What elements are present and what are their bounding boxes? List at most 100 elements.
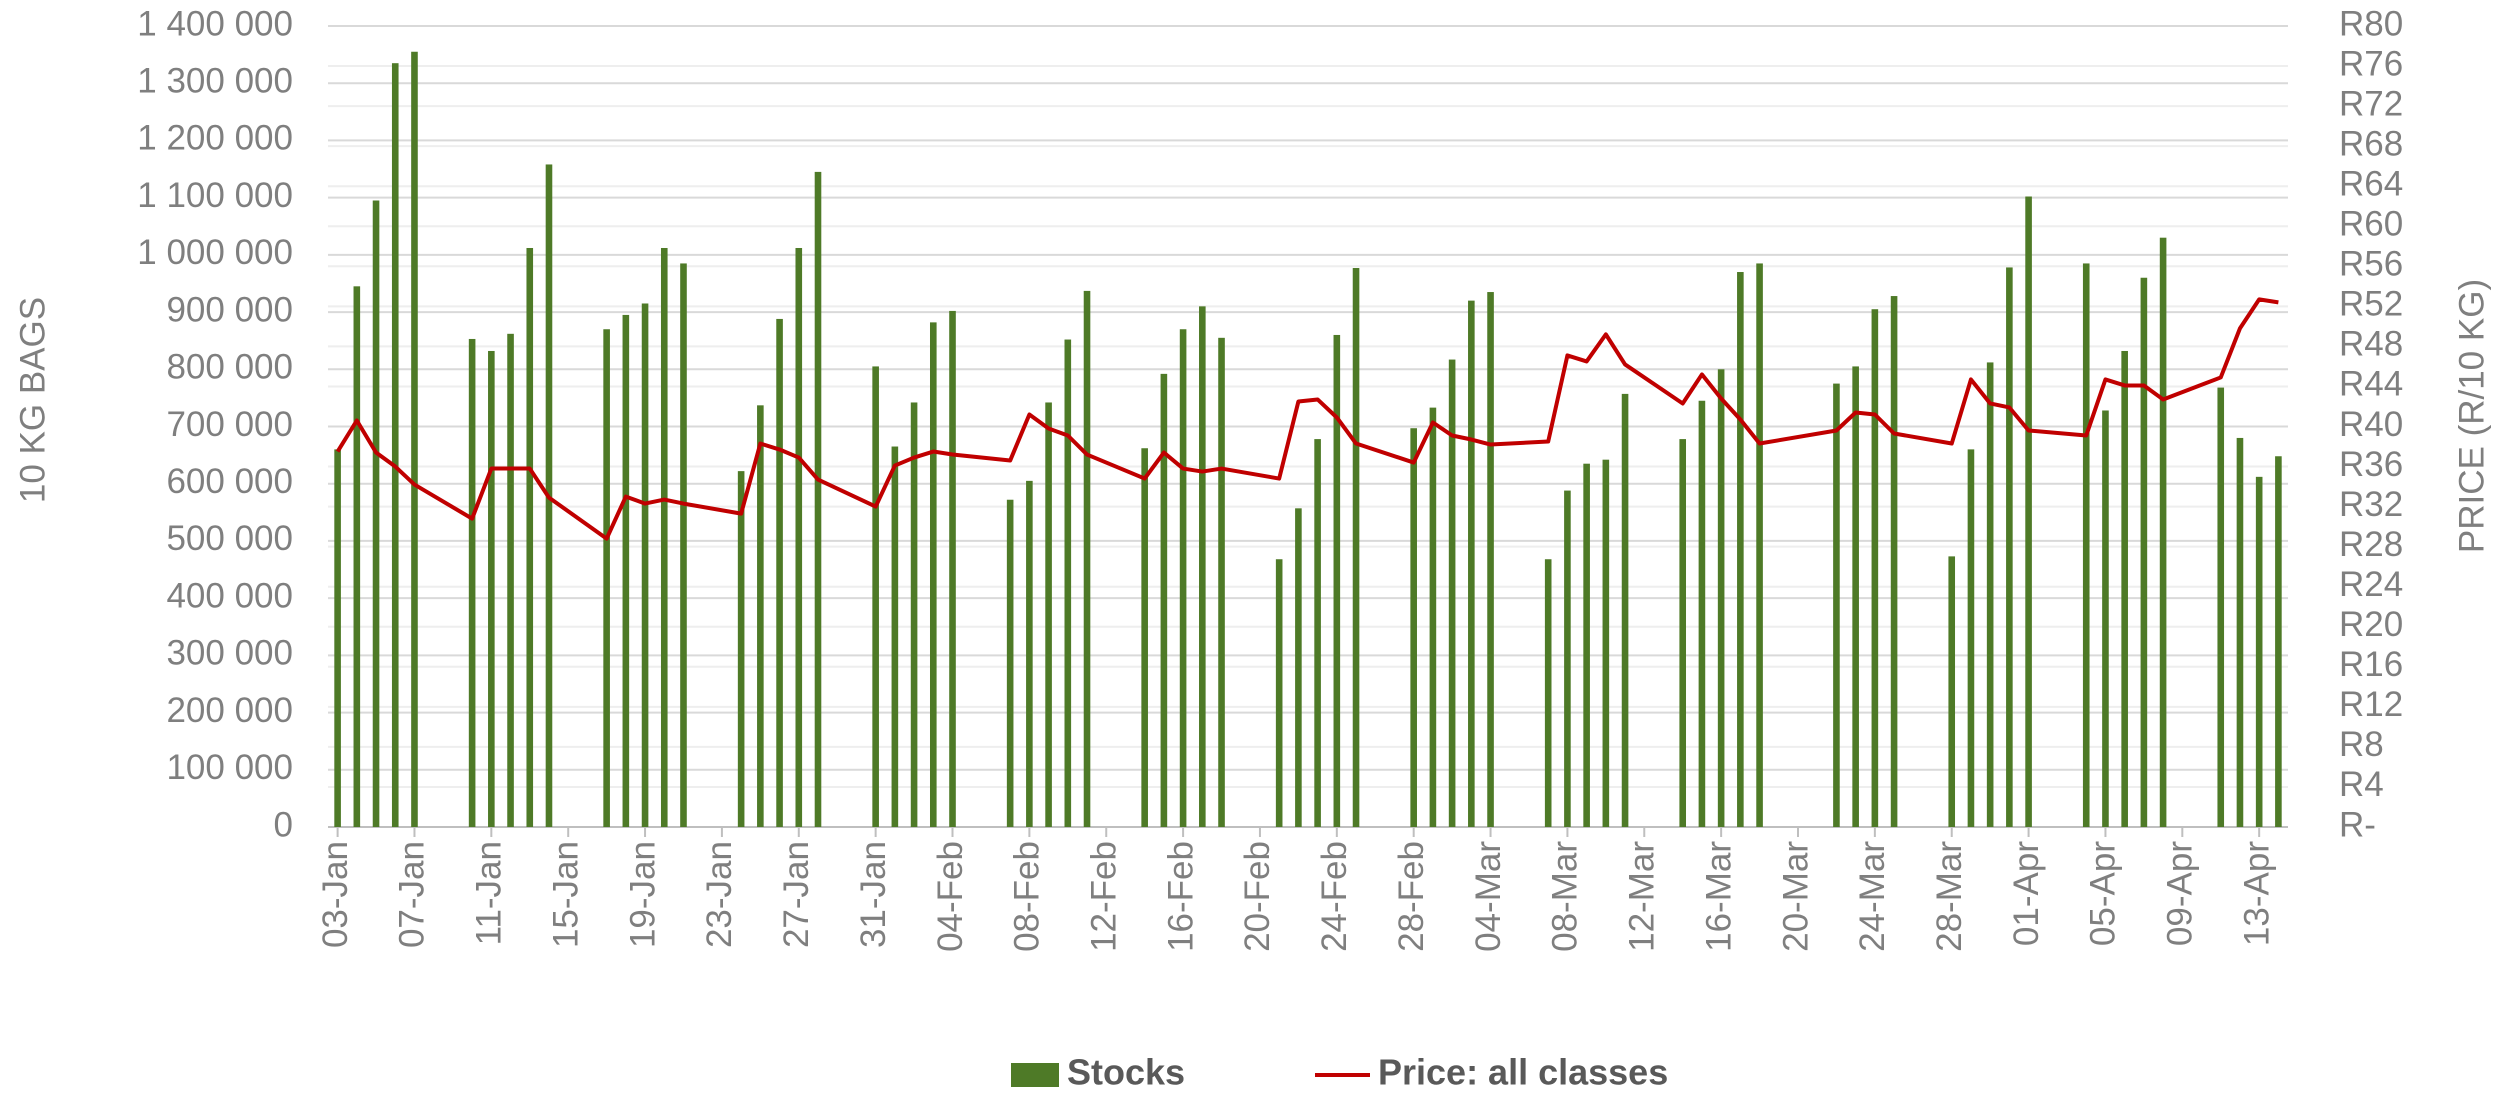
bar (910, 402, 918, 827)
bar (2217, 387, 2225, 827)
x-tick-label: 04-Feb (931, 841, 970, 952)
y-tick-label: 1 400 000 (137, 4, 293, 43)
y2-tick-label: R48 (2339, 325, 2403, 364)
bar (1218, 337, 1225, 827)
bar (1448, 359, 1456, 827)
bar (2140, 277, 2148, 827)
x-tick-label: 23-Jan (700, 841, 739, 948)
bar (1199, 306, 1206, 828)
y2-tick-label: R8 (2339, 725, 2384, 764)
x-tick-label: 16-Mar (1699, 841, 1738, 952)
bar (1698, 400, 1706, 827)
bar (1333, 334, 1341, 827)
x-tick-label: 24-Feb (1315, 841, 1354, 952)
x-tick-label: 19-Jan (623, 841, 662, 948)
bar (929, 322, 937, 827)
bar (1295, 508, 1302, 827)
bar (1160, 373, 1168, 827)
legend-label: Stocks (1067, 1052, 1185, 1093)
x-tick-label: 27-Jan (777, 841, 816, 948)
y2-tick-label: R32 (2339, 485, 2403, 524)
x-tick-label: 28-Feb (1392, 841, 1431, 952)
y2-tick-label: R16 (2339, 645, 2403, 684)
bar (1621, 393, 1629, 827)
y2-tick-label: R20 (2339, 605, 2403, 644)
bar (1756, 263, 1763, 827)
legend-label: Price: all classes (1378, 1052, 1668, 1093)
bar (1179, 329, 1187, 827)
bar (507, 333, 514, 827)
bar (1602, 459, 1610, 827)
bar (1410, 428, 1417, 827)
bar (1737, 272, 1744, 827)
bar (468, 338, 476, 827)
bar (1429, 407, 1437, 827)
bar (1564, 490, 1571, 827)
y-axis-title: 10 KG BAGS (13, 297, 52, 503)
x-tick-label: 28-Mar (1930, 841, 1969, 952)
y2-tick-label: R44 (2339, 365, 2403, 404)
x-tick-label: 08-Mar (1546, 841, 1585, 952)
price-line (335, 297, 2279, 541)
y2-axis-title: PRICE (R/10 KG) (2452, 279, 2491, 553)
y2-tick-label: R64 (2339, 164, 2403, 203)
y-tick-label: 800 000 (166, 348, 293, 387)
bar (622, 314, 630, 827)
y-tick-label: 700 000 (166, 405, 293, 444)
bar (1583, 463, 1590, 827)
bar (334, 449, 341, 827)
y2-tick-label: R52 (2339, 285, 2403, 324)
bar (1544, 559, 1552, 827)
x-tick-label: 13-Apr (2237, 841, 2276, 946)
bar (1852, 366, 1859, 827)
x-tick-label: 31-Jan (854, 841, 893, 948)
bar (1026, 480, 1033, 827)
bar (2236, 437, 2244, 827)
bar (391, 63, 399, 828)
bar (2255, 476, 2263, 827)
bar (1083, 290, 1091, 828)
x-tick-label: 01-Apr (2007, 841, 2046, 946)
bar (757, 405, 764, 827)
y-tick-label: 1 200 000 (137, 119, 293, 158)
bar (1352, 268, 1360, 827)
bar (1314, 439, 1321, 827)
y2-tick-label: R- (2339, 805, 2376, 844)
y-tick-label: 0 (274, 805, 293, 844)
bar (353, 286, 361, 827)
bar (1045, 402, 1052, 827)
bar (1967, 449, 1975, 827)
x-tick-label: 24-Mar (1853, 841, 1892, 952)
bar (776, 318, 783, 827)
bar (1986, 362, 1994, 827)
bar (1006, 499, 1014, 827)
bar (2025, 196, 2032, 828)
y-tick-label: 600 000 (166, 462, 293, 501)
bar (660, 247, 668, 827)
x-tick-label: 12-Mar (1623, 841, 1662, 952)
bar (680, 263, 687, 827)
y2-tick-label: R28 (2339, 525, 2403, 564)
bar (411, 51, 418, 827)
bar (641, 303, 649, 828)
y2-tick-label: R24 (2339, 565, 2403, 604)
bar (1487, 292, 1494, 828)
y-tick-label: 400 000 (166, 576, 293, 615)
x-tick-label: 09-Apr (2161, 841, 2200, 946)
y2-tick-label: R76 (2339, 44, 2403, 83)
y2-tick-label: R80 (2339, 4, 2403, 43)
y2-tick-label: R56 (2339, 245, 2403, 284)
y2-tick-label: R36 (2339, 445, 2403, 484)
bar (795, 247, 803, 827)
bar (1141, 448, 1148, 827)
x-tick-label: 11-Jan (470, 841, 509, 945)
bar (1064, 339, 1072, 827)
y-tick-label: 1 000 000 (137, 233, 293, 272)
bar (2159, 237, 2167, 827)
y2-tick-label: R12 (2339, 685, 2403, 724)
y-tick-label: 900 000 (166, 290, 293, 329)
y2-tick-label: R68 (2339, 124, 2403, 163)
bar (737, 471, 745, 827)
y2-tick-label: R72 (2339, 84, 2403, 123)
